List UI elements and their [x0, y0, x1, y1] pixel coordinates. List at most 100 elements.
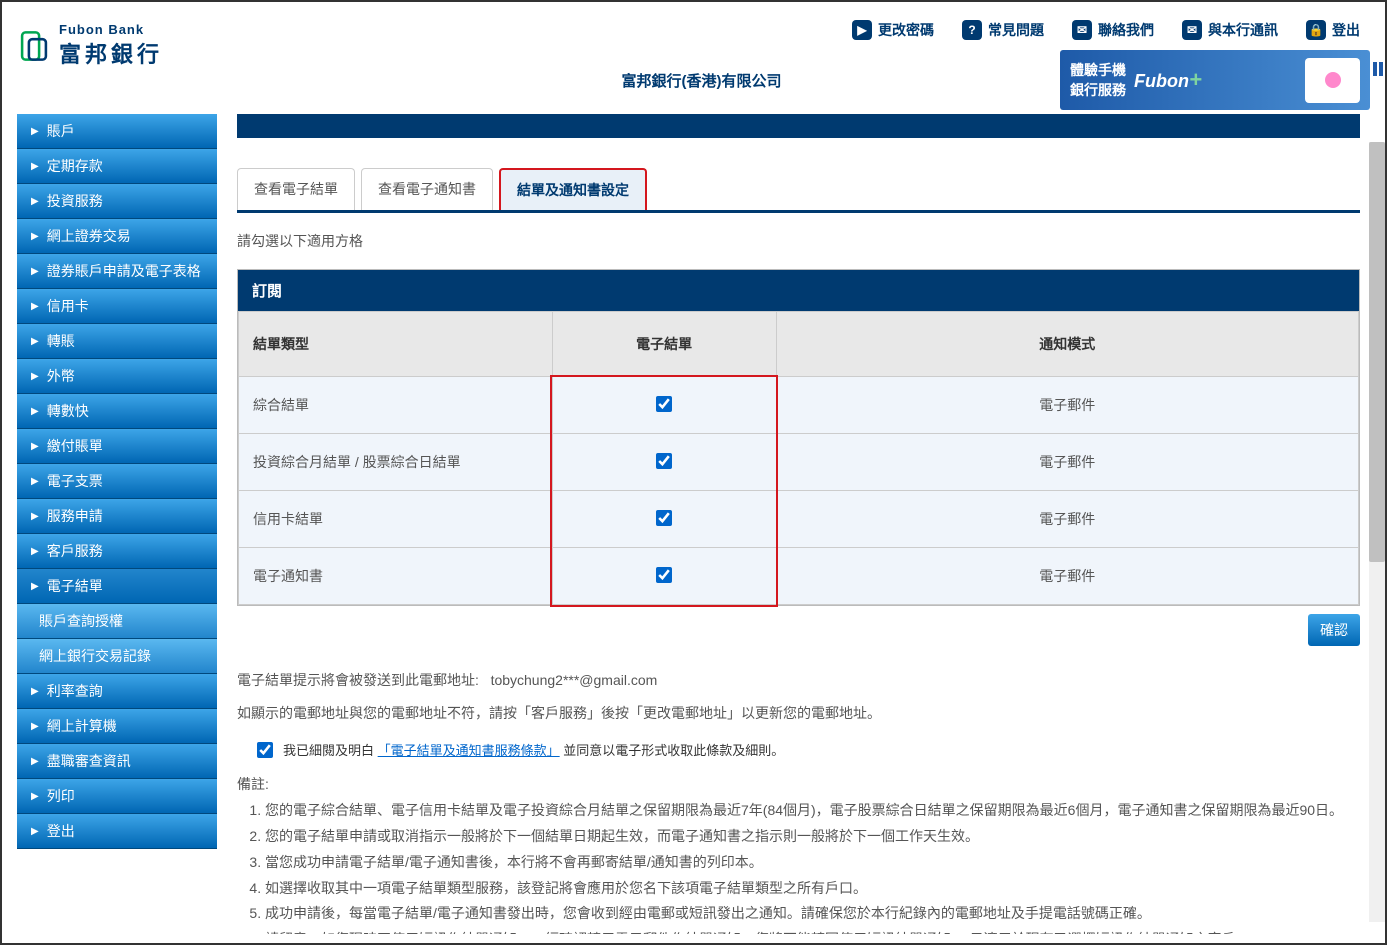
sidebar-item-5[interactable]: ▶信用卡	[17, 289, 217, 324]
content-top-bar	[237, 114, 1360, 138]
tab-2[interactable]: 結單及通知書設定	[499, 168, 647, 210]
consent-checkbox[interactable]	[257, 742, 273, 758]
row-checkbox[interactable]	[656, 453, 672, 469]
chevron-icon: ▶	[31, 686, 39, 697]
subscription-table: 訂閱 結單類型 電子結單 通知模式 綜合結單 電子郵件 投資綜合月結單 / 股票…	[237, 269, 1360, 606]
tabs-container: 查看電子結單查看電子通知書結單及通知書設定	[237, 168, 1360, 213]
sidebar-item-11[interactable]: ▶服務申請	[17, 499, 217, 534]
sidebar-item-0[interactable]: ▶賬戶	[17, 114, 217, 149]
top-link-0[interactable]: ▶更改密碼	[852, 20, 934, 40]
chevron-icon: ▶	[31, 756, 39, 767]
sidebar-item-13[interactable]: ▶電子結單	[17, 569, 217, 604]
header-estatement: 電子結單	[552, 312, 776, 377]
table-row: 電子通知書 電子郵件	[239, 548, 1359, 605]
notes-title: 備註:	[237, 773, 1360, 797]
logo-icon	[17, 29, 51, 63]
company-name: 富邦銀行(香港)有限公司	[163, 70, 1060, 91]
sidebar-item-4[interactable]: ▶證券賬戶申請及電子表格	[17, 254, 217, 289]
chevron-icon: ▶	[31, 406, 39, 417]
tab-0[interactable]: 查看電子結單	[237, 168, 355, 210]
note-item: 您的電子綜合結單、電子信用卡結單及電子投資綜合月結單之保留期限為最近7年(84個…	[265, 799, 1360, 823]
note-item: 當您成功申請電子結單/電子通知書後，本行將不會再郵寄結單/通知書的列印本。	[265, 851, 1360, 875]
chevron-icon: ▶	[31, 161, 39, 172]
top-link-2[interactable]: ✉聯絡我們	[1072, 20, 1154, 40]
top-link-icon: ✉	[1072, 20, 1092, 40]
row-checkbox[interactable]	[656, 396, 672, 412]
chevron-icon: ▶	[31, 266, 39, 277]
chevron-icon: ▶	[31, 476, 39, 487]
chevron-icon: ▶	[31, 546, 39, 557]
email-address: tobychung2***@gmail.com	[491, 672, 658, 688]
sidebar-item-9[interactable]: ▶繳付賬單	[17, 429, 217, 464]
chevron-icon: ▶	[31, 826, 39, 837]
top-link-1[interactable]: ?常見問題	[962, 20, 1044, 40]
pause-icon[interactable]	[1373, 62, 1385, 76]
tab-1[interactable]: 查看電子通知書	[361, 168, 493, 210]
sidebar-item-6[interactable]: ▶轉賬	[17, 324, 217, 359]
cell-type: 綜合結單	[239, 377, 553, 434]
scrollbar-thumb[interactable]	[1369, 142, 1385, 562]
table-row: 綜合結單 電子郵件	[239, 377, 1359, 434]
chevron-icon: ▶	[31, 231, 39, 242]
cell-mode: 電子郵件	[776, 434, 1358, 491]
logo-text-zh: 富邦銀行	[59, 37, 163, 69]
sidebar-item-15[interactable]: 網上銀行交易記錄	[17, 639, 217, 674]
sidebar-item-8[interactable]: ▶轉數快	[17, 394, 217, 429]
cell-mode: 電子郵件	[776, 548, 1358, 605]
chevron-icon: ▶	[31, 336, 39, 347]
cell-checkbox	[552, 491, 776, 548]
sidebar-item-12[interactable]: ▶客戶服務	[17, 534, 217, 569]
sidebar-item-18[interactable]: ▶盡職審查資訊	[17, 744, 217, 779]
row-checkbox[interactable]	[656, 510, 672, 526]
consent-suffix: 並同意以電子形式收取此條款及細則。	[563, 743, 784, 758]
email-prefix: 電子結單提示將會被發送到此電郵地址:	[237, 672, 479, 688]
cell-type: 投資綜合月結單 / 股票綜合日結單	[239, 434, 553, 491]
main-content: 查看電子結單查看電子通知書結單及通知書設定 請勾選以下適用方格 訂閱 結單類型 …	[217, 114, 1370, 934]
table-row: 信用卡結單 電子郵件	[239, 491, 1359, 548]
chevron-icon: ▶	[31, 301, 39, 312]
sidebar-item-10[interactable]: ▶電子支票	[17, 464, 217, 499]
top-link-3[interactable]: ✉與本行通訊	[1182, 20, 1278, 40]
scrollbar[interactable]	[1369, 142, 1385, 922]
email-note: 如顯示的電郵地址與您的電郵地址不符，請按「客戶服務」後按「更改電郵地址」以更新您…	[237, 701, 1360, 726]
sidebar-item-3[interactable]: ▶網上證券交易	[17, 219, 217, 254]
sidebar-item-19[interactable]: ▶列印	[17, 779, 217, 814]
top-link-icon: 🔒	[1306, 20, 1326, 40]
logo-text-en: Fubon Bank	[59, 22, 163, 37]
chevron-icon: ▶	[31, 511, 39, 522]
chevron-icon: ▶	[31, 581, 39, 592]
cell-mode: 電子郵件	[776, 491, 1358, 548]
cell-type: 信用卡結單	[239, 491, 553, 548]
sidebar-item-14[interactable]: 賬戶查詢授權	[17, 604, 217, 639]
confirm-button[interactable]: 確認	[1308, 614, 1360, 646]
cell-mode: 電子郵件	[776, 377, 1358, 434]
cell-checkbox	[552, 434, 776, 491]
top-link-4[interactable]: 🔒登出	[1306, 20, 1360, 40]
top-link-icon: ▶	[852, 20, 872, 40]
row-checkbox[interactable]	[656, 567, 672, 583]
sidebar-item-1[interactable]: ▶定期存款	[17, 149, 217, 184]
table-title: 訂閱	[238, 270, 1359, 311]
sidebar-item-2[interactable]: ▶投資服務	[17, 184, 217, 219]
sidebar-item-20[interactable]: ▶登出	[17, 814, 217, 849]
note-item: 您的電子結單申請或取消指示一般將於下一個結單日期起生效，而電子通知書之指示則一般…	[265, 825, 1360, 849]
note-item: 成功申請後，每當電子結單/電子通知書發出時，您會收到經由電郵或短訊發出之通知。請…	[265, 902, 1360, 926]
consent-prefix: 我已細閱及明白	[283, 743, 374, 758]
header-mode: 通知模式	[776, 312, 1358, 377]
sidebar-item-16[interactable]: ▶利率查詢	[17, 674, 217, 709]
bank-logo: Fubon Bank 富邦銀行	[17, 12, 163, 69]
note-item: 如選擇收取其中一項電子結單類型服務，該登記將會應用於您名下該項電子結單類型之所有…	[265, 877, 1360, 901]
header-type: 結單類型	[239, 312, 553, 377]
promo-banner[interactable]: 體驗手機 銀行服務 Fubon+	[1060, 50, 1370, 110]
sidebar-item-17[interactable]: ▶網上計算機	[17, 709, 217, 744]
chevron-icon: ▶	[31, 791, 39, 802]
cell-checkbox	[552, 548, 776, 605]
instruction-text: 請勾選以下適用方格	[237, 231, 1360, 251]
sidebar-item-7[interactable]: ▶外幣	[17, 359, 217, 394]
banner-card-icon	[1305, 58, 1360, 103]
chevron-icon: ▶	[31, 721, 39, 732]
top-link-icon: ?	[962, 20, 982, 40]
table-row: 投資綜合月結單 / 股票綜合日結單 電子郵件	[239, 434, 1359, 491]
chevron-icon: ▶	[31, 371, 39, 382]
terms-link[interactable]: 「電子結單及通知書服務條款」	[378, 743, 560, 758]
